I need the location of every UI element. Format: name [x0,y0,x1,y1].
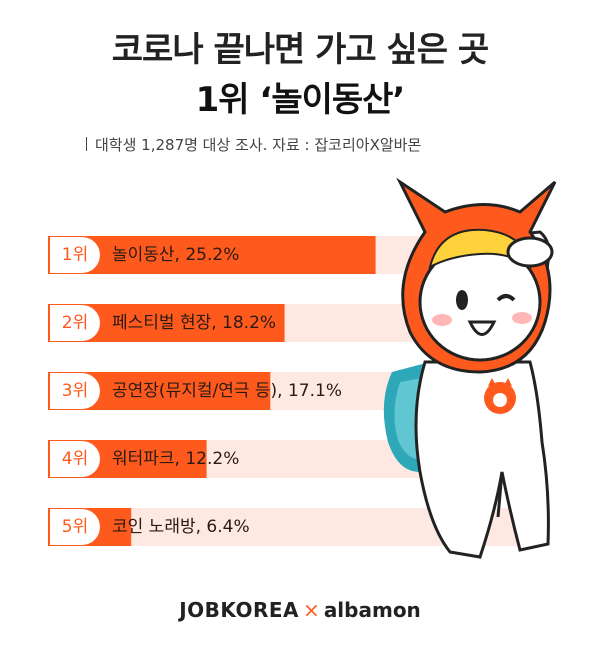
logo-separator: × [303,598,320,622]
page-title-line2: 1위 ‘놀이동산’ [195,80,406,120]
rank-label: 4위 [50,441,100,477]
bar-label: 워터파크, 12.2% [112,449,240,469]
rank-label: 5위 [50,509,100,545]
rank-label: 1위 [50,237,100,273]
rank-label: 2위 [50,305,100,341]
bar-label: 공연장(뮤지컬/연극 등), 17.1% [112,381,342,401]
bar-label: 페스티벌 현장, 18.2% [112,313,277,333]
divider [86,137,87,151]
source-text: 대학생 1,287명 대상 조사. 자료 : 잡코리아X알바몬 [95,136,422,154]
source-note: 대학생 1,287명 대상 조사. 자료 : 잡코리아X알바몬 [86,134,421,155]
bar-1 [48,236,376,274]
cat-mascot-icon [383,177,557,559]
page-title-line1: 코로나 끝나면 가고 싶은 곳 [111,30,489,70]
rank-label: 3위 [50,373,100,409]
albamon-logo: albamon [323,598,421,622]
jobkorea-logo: JOBKOREA [179,598,300,622]
footer-logo: JOBKOREA × albamon [0,598,600,622]
bar-label: 놀이동산, 25.2% [112,245,240,265]
bar-label: 코인 노래방, 6.4% [112,517,250,537]
